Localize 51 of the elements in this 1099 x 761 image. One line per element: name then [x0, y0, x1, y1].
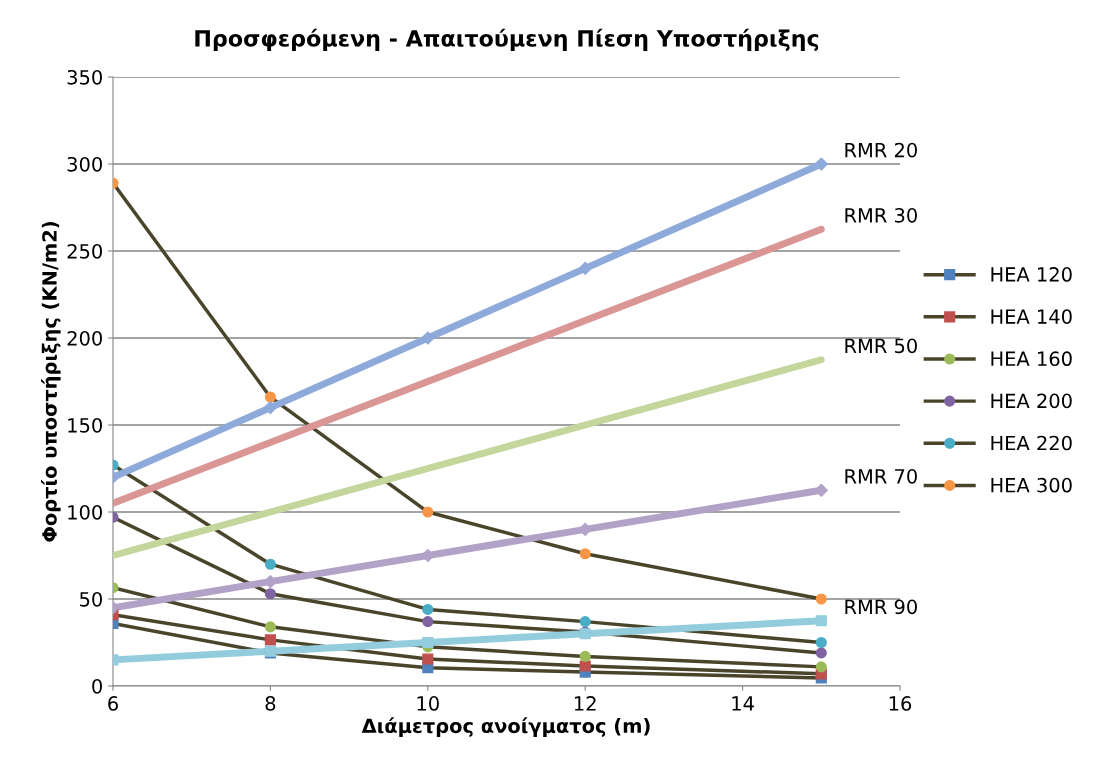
- series-label: RMR 50: [845, 338, 917, 354]
- point: [264, 621, 276, 633]
- y-tick-label: 100: [68, 504, 102, 520]
- x-tick-label: 12: [574, 696, 596, 711]
- x-tick-label: 10: [417, 696, 439, 711]
- y-tick-label: 200: [67, 330, 102, 346]
- x-axis-title: Διάμετρος ανοίγματος (m): [361, 717, 650, 737]
- point: [579, 650, 591, 662]
- point: [579, 548, 591, 560]
- point: [422, 603, 434, 615]
- x-tick-label: 14: [732, 696, 754, 711]
- point: [264, 634, 276, 646]
- x-tick-label: 8: [265, 696, 276, 711]
- series-label: RMR 90: [845, 599, 917, 615]
- point: [815, 636, 827, 649]
- point: [815, 647, 827, 659]
- x-tick-label: 6: [108, 696, 118, 711]
- legend-label: HEA 200: [991, 393, 1072, 409]
- y-tick-label: 150: [68, 417, 102, 433]
- legend-label: HEA 300: [991, 477, 1072, 493]
- chart-title: Προσφερόμενη - Απαιτούμενη Πίεση Υποστήριξης: [195, 28, 819, 52]
- point: [421, 331, 435, 345]
- legend-label: HEA 120: [991, 267, 1072, 282]
- point: [815, 661, 827, 673]
- point: [579, 616, 591, 628]
- y-tick-label: 350: [67, 69, 102, 85]
- y-tick-label: 0: [92, 678, 102, 694]
- point: [579, 660, 591, 672]
- point: [422, 506, 434, 518]
- series-label: RMR 70: [845, 469, 917, 484]
- point: [815, 615, 827, 627]
- point: [422, 636, 434, 649]
- x-tick-label: 16: [889, 696, 912, 711]
- legend-label: HEA 160: [991, 351, 1072, 367]
- y-tick-label: 300: [67, 156, 102, 172]
- y-tick-label: 250: [67, 243, 102, 259]
- point: [264, 391, 276, 403]
- point: [264, 588, 276, 600]
- y-axis-title: Φορτίο υποστήριξης (KN/m2): [41, 222, 61, 542]
- point: [815, 593, 827, 605]
- point: [422, 616, 434, 628]
- point: [814, 157, 828, 171]
- point: [263, 401, 277, 415]
- series-label: RMR 30: [845, 208, 917, 223]
- series-label: RMR 20: [845, 142, 917, 158]
- point: [578, 261, 592, 275]
- point: [422, 653, 434, 665]
- y-tick-label: 50: [80, 591, 102, 607]
- legend-label: HEA 140: [991, 309, 1072, 324]
- point: [264, 558, 276, 570]
- legend-label: HEA 220: [991, 435, 1072, 451]
